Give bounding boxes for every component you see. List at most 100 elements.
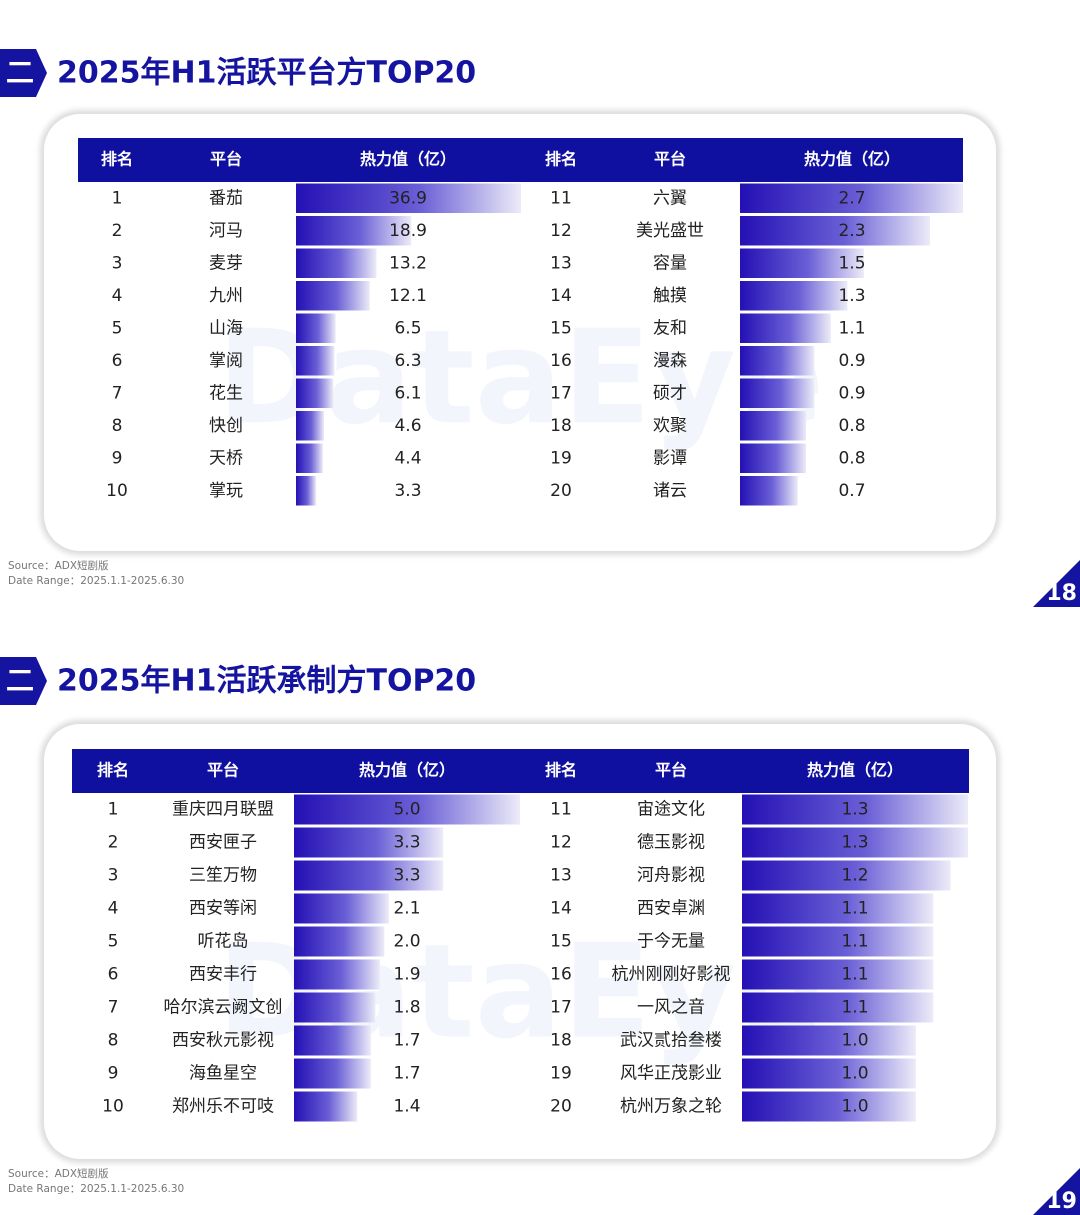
name-cell: 影谭 bbox=[653, 448, 687, 468]
value-bar bbox=[294, 1025, 371, 1056]
value-bar bbox=[740, 378, 815, 408]
value-cell: 1.0 bbox=[841, 1031, 868, 1051]
value-bar bbox=[296, 248, 377, 278]
value-cell: 1.8 bbox=[393, 998, 420, 1018]
rank-cell: 2 bbox=[112, 221, 123, 241]
rank-cell: 19 bbox=[550, 448, 572, 468]
rank-cell: 8 bbox=[108, 1031, 119, 1051]
rank-cell: 19 bbox=[550, 1064, 572, 1084]
value-cell: 0.9 bbox=[838, 351, 865, 371]
value-bar bbox=[740, 281, 848, 311]
name-cell: 三笙万物 bbox=[189, 866, 257, 886]
value-cell: 1.0 bbox=[841, 1097, 868, 1117]
value-cell: 1.5 bbox=[838, 253, 865, 273]
rank-cell: 16 bbox=[550, 351, 572, 371]
value-bar bbox=[742, 959, 934, 990]
slide-title: 2025年H1活跃平台方TOP20 bbox=[57, 56, 476, 91]
rank-cell: 14 bbox=[550, 286, 572, 306]
header-cell: 排名 bbox=[97, 761, 129, 780]
name-cell: 郑州乐不可吱 bbox=[172, 1097, 274, 1117]
value-bar bbox=[296, 476, 317, 506]
value-bar bbox=[294, 1091, 358, 1122]
page-number: 18 bbox=[1046, 581, 1077, 606]
table-header bbox=[72, 749, 969, 793]
rank-cell: 16 bbox=[550, 965, 572, 985]
value-bar bbox=[740, 411, 807, 441]
value-bar bbox=[742, 827, 968, 858]
rank-cell: 5 bbox=[112, 318, 123, 338]
value-cell: 6.1 bbox=[394, 383, 421, 403]
rank-cell: 14 bbox=[550, 899, 572, 919]
date-range: Date Range：2025.1.1-2025.6.30 bbox=[8, 575, 184, 587]
value-cell: 13.2 bbox=[389, 253, 427, 273]
value-bar bbox=[742, 1025, 916, 1056]
name-cell: 宙途文化 bbox=[637, 800, 705, 820]
value-cell: 1.1 bbox=[838, 318, 865, 338]
rank-cell: 7 bbox=[108, 998, 119, 1018]
value-cell: 2.0 bbox=[393, 932, 420, 952]
value-bar bbox=[740, 248, 864, 278]
value-bar bbox=[742, 1091, 916, 1122]
rank-cell: 3 bbox=[108, 866, 119, 886]
name-cell: 麦芽 bbox=[209, 253, 243, 273]
value-bar bbox=[296, 378, 334, 408]
rank-cell: 12 bbox=[550, 833, 572, 853]
value-cell: 1.9 bbox=[393, 965, 420, 985]
rank-cell: 17 bbox=[550, 383, 572, 403]
value-cell: 3.3 bbox=[393, 866, 420, 886]
page-number: 19 bbox=[1046, 1189, 1077, 1214]
name-cell: 六翼 bbox=[653, 188, 687, 208]
rank-cell: 5 bbox=[108, 932, 119, 952]
value-bar bbox=[296, 411, 325, 441]
rank-cell: 10 bbox=[102, 1097, 124, 1117]
name-cell: 掌阅 bbox=[209, 351, 243, 371]
value-cell: 1.1 bbox=[841, 998, 868, 1018]
date-range: Date Range：2025.1.1-2025.6.30 bbox=[8, 1183, 184, 1195]
value-cell: 5.0 bbox=[393, 800, 420, 820]
rank-cell: 6 bbox=[112, 351, 123, 371]
name-cell: 西安匣子 bbox=[189, 833, 257, 853]
rank-cell: 9 bbox=[108, 1064, 119, 1084]
rank-cell: 17 bbox=[550, 998, 572, 1018]
name-cell: 诸云 bbox=[653, 481, 687, 501]
value-cell: 0.7 bbox=[838, 481, 865, 501]
name-cell: 番茄 bbox=[209, 188, 243, 208]
value-cell: 1.1 bbox=[841, 965, 868, 985]
value-bar bbox=[740, 183, 963, 213]
value-bar bbox=[296, 183, 521, 213]
value-bar bbox=[742, 860, 951, 891]
header-cell: 排名 bbox=[545, 150, 577, 169]
rank-cell: 12 bbox=[550, 221, 572, 241]
value-cell: 1.4 bbox=[393, 1097, 420, 1117]
value-cell: 3.3 bbox=[393, 833, 420, 853]
rank-cell: 13 bbox=[550, 253, 572, 273]
value-cell: 1.3 bbox=[841, 833, 868, 853]
value-cell: 2.1 bbox=[393, 899, 420, 919]
rank-cell: 8 bbox=[112, 416, 123, 436]
value-cell: 3.3 bbox=[394, 481, 421, 501]
value-cell: 6.5 bbox=[394, 318, 421, 338]
section-number: 二 bbox=[6, 664, 34, 697]
value-bar bbox=[296, 346, 335, 376]
name-cell: 漫森 bbox=[653, 351, 687, 371]
rank-cell: 9 bbox=[112, 448, 123, 468]
rank-cell: 3 bbox=[112, 253, 123, 273]
name-cell: 德玉影视 bbox=[637, 833, 705, 853]
header-cell: 热力值（亿） bbox=[804, 150, 900, 169]
header-cell: 热力值（亿） bbox=[807, 761, 903, 780]
page-tab bbox=[1033, 1168, 1080, 1215]
value-bar bbox=[740, 216, 930, 246]
value-bar bbox=[294, 959, 380, 990]
name-cell: 天桥 bbox=[209, 448, 243, 468]
name-cell: 美光盛世 bbox=[636, 221, 704, 241]
value-bar bbox=[740, 476, 798, 506]
name-cell: 哈尔滨云阙文创 bbox=[164, 998, 283, 1018]
name-cell: 西安等闲 bbox=[189, 899, 257, 919]
value-bar bbox=[294, 992, 376, 1023]
value-cell: 36.9 bbox=[389, 188, 427, 208]
header-cell: 平台 bbox=[654, 150, 686, 169]
source: Source：ADX短剧版 bbox=[8, 1167, 109, 1180]
value-bar bbox=[742, 926, 934, 957]
